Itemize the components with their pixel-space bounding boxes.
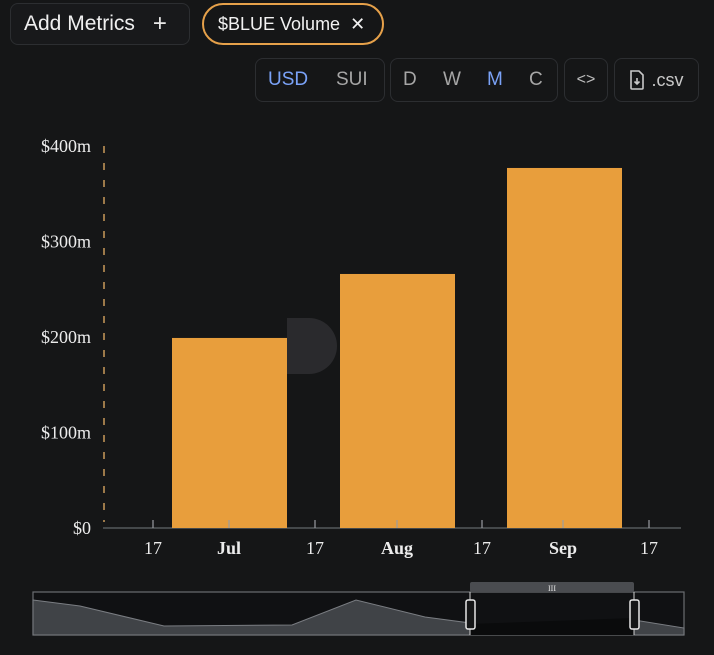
navigator-area-right xyxy=(633,619,685,636)
metric-chip-label: $BLUE Volume xyxy=(218,13,341,34)
navigator-area-selected xyxy=(470,618,634,635)
y-tick-label: $200m xyxy=(41,327,91,347)
x-tick-label: Jul xyxy=(217,538,241,558)
close-icon[interactable]: ✕ xyxy=(350,13,366,34)
watermark-logo: e xyxy=(287,318,451,374)
plus-icon: + xyxy=(152,10,167,37)
period-option-m[interactable]: M xyxy=(487,69,503,90)
navigator-area xyxy=(32,599,471,636)
range-navigator[interactable]: III xyxy=(32,582,685,636)
navigator-scroll-handle[interactable] xyxy=(470,582,634,592)
navigator-left-handle[interactable] xyxy=(465,599,476,630)
y-tick-label: $400m xyxy=(41,136,91,156)
period-option-w[interactable]: W xyxy=(443,69,461,90)
navigator-grip-icon: III xyxy=(548,584,556,593)
embed-button[interactable]: <> xyxy=(564,58,608,102)
period-option-d[interactable]: D xyxy=(403,69,417,90)
y-tick-label: $300m xyxy=(41,232,91,252)
bar-aug[interactable] xyxy=(340,273,455,528)
metric-chip[interactable]: $BLUE Volume ✕ xyxy=(202,3,384,45)
code-icon: <> xyxy=(576,71,596,88)
period-option-c[interactable]: C xyxy=(529,69,543,90)
x-tick-label: 17 xyxy=(640,538,658,558)
y-tick-label: $0 xyxy=(73,518,91,538)
csv-download-button[interactable]: .csv xyxy=(614,58,699,102)
add-metrics-button[interactable]: Add Metrics + xyxy=(10,3,190,45)
x-tick-label: Sep xyxy=(549,538,577,558)
add-metrics-label: Add Metrics xyxy=(24,12,135,35)
x-tick-label: 17 xyxy=(473,538,491,558)
y-tick-label: $100m xyxy=(41,423,91,443)
csv-label: .csv xyxy=(651,69,684,90)
period-toggle: D W M C xyxy=(390,58,558,102)
currency-option-sui[interactable]: SUI xyxy=(336,69,368,90)
bar-jul[interactable] xyxy=(172,337,287,528)
x-tick-label: 17 xyxy=(144,538,162,558)
navigator-right-handle[interactable] xyxy=(629,599,640,630)
currency-option-usd[interactable]: USD xyxy=(268,69,309,90)
x-tick-label: Aug xyxy=(381,538,413,558)
bar-sep[interactable] xyxy=(507,167,622,528)
x-tick-label: 17 xyxy=(306,538,324,558)
file-download-icon xyxy=(630,70,645,90)
currency-toggle: USD SUI xyxy=(255,58,385,102)
svg-text:e: e xyxy=(443,338,451,358)
